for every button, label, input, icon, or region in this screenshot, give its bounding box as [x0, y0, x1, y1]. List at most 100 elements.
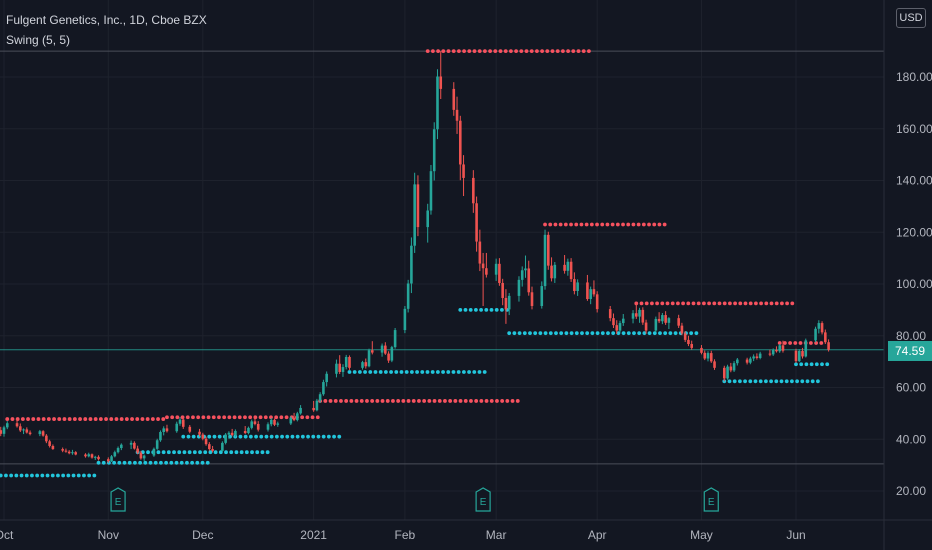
candle-body [827, 342, 830, 350]
swing-high-dot [451, 49, 456, 54]
swing-low-dot [66, 473, 71, 478]
candle-body [227, 432, 231, 435]
swing-high-dot [681, 301, 685, 306]
swing-high-dot [662, 222, 667, 227]
candle-body [475, 203, 478, 242]
swing-low-dot [538, 331, 543, 336]
swing-low-dot [479, 307, 483, 312]
swing-low-dot [122, 460, 127, 465]
swing-high-dot [425, 49, 430, 54]
candle-body [618, 323, 622, 331]
candle-body [15, 423, 19, 427]
candle-body [664, 315, 667, 323]
y-tick-label: 140.00 [896, 174, 932, 188]
swing-low-dot [522, 331, 527, 336]
swing-high-dot [550, 49, 555, 54]
swing-low-dot [352, 370, 357, 374]
candle-body [67, 451, 71, 454]
candle-body [250, 421, 254, 428]
candle-body [299, 407, 302, 414]
swing-high-dot [665, 301, 670, 306]
swing-high-dot [798, 341, 803, 345]
swing-low-dot [383, 370, 388, 374]
candle-body [341, 367, 345, 372]
candle-body [429, 171, 433, 211]
candle-body [413, 184, 416, 246]
swing-low-dot [425, 370, 430, 374]
swing-low-dot [280, 434, 284, 439]
swing-low-dot [192, 450, 197, 455]
swing-low-dot [50, 473, 55, 478]
currency-button[interactable]: USD [896, 8, 926, 28]
candle-body [726, 366, 729, 379]
earnings-icon[interactable]: E [703, 487, 719, 512]
swing-low-dot [533, 331, 538, 336]
swing-low-dot [621, 331, 626, 336]
swing-high-dot [52, 417, 56, 421]
candle-body [211, 449, 214, 451]
x-tick-label: Mar [486, 528, 507, 542]
swing-low-dot [265, 450, 270, 455]
swing-high-dot [114, 417, 119, 421]
swing-high-dot [764, 301, 769, 306]
swing-low-dot [347, 370, 352, 374]
earnings-icon[interactable]: E [110, 487, 126, 512]
y-tick-label: 160.00 [896, 122, 932, 136]
swing-high-dot [67, 417, 72, 421]
swing-low-dot [169, 460, 174, 465]
swing-low-dot [748, 379, 753, 384]
candle-body [410, 245, 413, 284]
swing-high-dot [733, 301, 737, 306]
swing-high-dot [78, 417, 82, 421]
swing-high-dot [545, 49, 550, 54]
swing-low-dot [805, 379, 810, 384]
swing-high-dot [427, 399, 432, 403]
candle-body [87, 454, 91, 457]
candle-body [677, 318, 680, 326]
swing-low-dot [260, 450, 265, 455]
swing-high-dot [333, 399, 338, 403]
swing-high-dot [175, 415, 180, 420]
swing-low-dot [264, 434, 269, 439]
candle-body [152, 448, 156, 456]
swing-low-dot [482, 370, 487, 374]
swing-high-dot [644, 301, 649, 306]
candle-body [566, 261, 570, 271]
candle-body [550, 265, 553, 279]
swing-high-dot [489, 399, 494, 403]
swing-high-dot [72, 417, 77, 421]
candle-body [530, 292, 534, 306]
swing-low-dot [554, 331, 558, 336]
swing-high-dot [448, 399, 453, 403]
swing-high-dot [498, 49, 503, 54]
swing-low-dot [203, 450, 208, 455]
symbol-title[interactable]: Fulgent Genetics, Inc., 1D, Cboe BZX [6, 13, 207, 27]
swing-low-dot [489, 307, 494, 312]
candle-body [64, 450, 68, 452]
swing-high-dot [484, 399, 489, 403]
indicator-label[interactable]: Swing (5, 5) [6, 33, 71, 47]
swing-high-dot [269, 415, 273, 420]
chart-legend: Fulgent Genetics, Inc., 1D, Cboe BZX Swi… [6, 10, 207, 50]
candle-body [367, 350, 371, 367]
swing-low-dot [156, 450, 161, 455]
swing-high-dot [514, 49, 519, 54]
swing-high-dot [396, 399, 401, 403]
swing-high-dot [436, 49, 441, 54]
candle-body [208, 444, 211, 450]
swing-high-dot [411, 399, 416, 403]
swing-low-dot [244, 450, 249, 455]
swing-high-dot [748, 301, 753, 306]
candle-body [234, 430, 237, 436]
candle-body [501, 282, 504, 298]
swing-low-dot [200, 460, 205, 465]
swing-high-dot [584, 222, 589, 227]
swing-high-dot [636, 222, 641, 227]
swing-high-dot [227, 415, 232, 420]
earnings-icon[interactable]: E [475, 487, 491, 512]
swing-high-dot [561, 49, 565, 54]
swing-low-dot [368, 370, 373, 374]
